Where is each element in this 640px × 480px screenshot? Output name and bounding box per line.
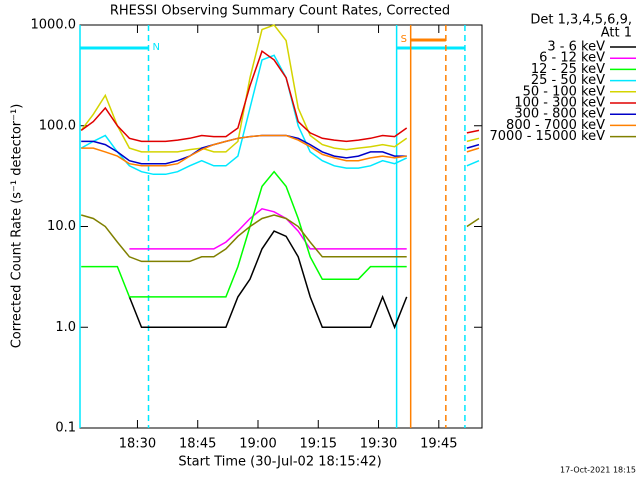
y-tick-label: 10.0 (47, 219, 76, 234)
y-tick-label: 1000.0 (31, 18, 77, 33)
chart-title: RHESSI Observing Summary Count Rates, Co… (110, 4, 450, 19)
y-tick-label: 1.0 (55, 320, 76, 335)
x-tick-label: 19:15 (300, 437, 337, 452)
y-tick-label: 0.1 (55, 421, 76, 436)
series-line (80, 50, 480, 143)
legend-title: Att 1 (601, 26, 632, 41)
legend-label: 3 - 6 keV (547, 40, 605, 55)
legend-label: 50 - 100 keV (523, 84, 606, 99)
footer: 17-Oct-2021 18:15 (560, 466, 636, 475)
series-line (81, 134, 480, 167)
series-line (80, 54, 480, 176)
legend-label: 25 - 50 keV (531, 73, 605, 88)
x-tick-label: 18:30 (119, 437, 156, 452)
series-line (129, 207, 407, 250)
x-tick-label: 19:00 (239, 437, 276, 452)
x-tick-label: 19:30 (360, 437, 397, 452)
x-tick-label: 19:45 (420, 437, 457, 452)
legend-label: 800 - 7000 keV (506, 118, 605, 133)
legend-label: 12 - 25 keV (531, 62, 605, 77)
series-line (128, 230, 408, 330)
period-label: S (401, 34, 407, 45)
y-axis-label: Corrected Count Rate (s⁻¹ detector⁻¹) (10, 104, 25, 349)
x-tick-label: 18:45 (179, 437, 216, 452)
series-line (80, 214, 480, 263)
legend-label: 6 - 12 keV (539, 51, 605, 66)
legend-label: 100 - 300 keV (514, 96, 605, 111)
legend-label: 300 - 800 keV (514, 107, 605, 122)
legend-title: Det 1,3,4,5,6,9, (530, 13, 632, 28)
legend-label: 7000 - 15000 keV (490, 129, 606, 144)
y-tick-label: 100.0 (39, 118, 76, 133)
period-label: N (153, 42, 160, 53)
x-axis-label: Start Time (30-Jul-02 18:15:42) (178, 455, 381, 470)
